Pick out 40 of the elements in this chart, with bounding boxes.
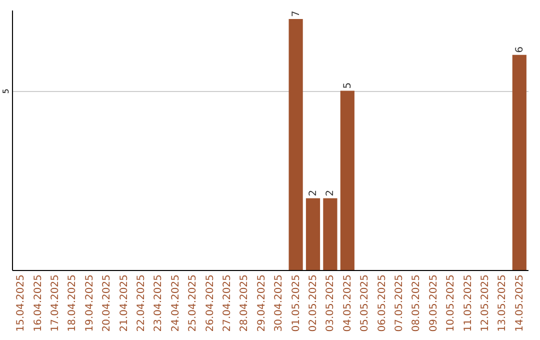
x-tick-label: 13.05.2025 [497, 274, 508, 332]
bar [288, 18, 303, 270]
bar [340, 90, 354, 270]
x-tick-label: 02.05.2025 [308, 274, 319, 332]
data-label: 2 [308, 190, 319, 196]
x-tick-label: 21.04.2025 [118, 274, 130, 332]
x-tick-label: 30.04.2025 [274, 274, 285, 332]
x-tick-label: 28.04.2025 [239, 274, 250, 332]
x-tick-label: 19.04.2025 [84, 274, 96, 332]
x-tick-label: 25.04.2025 [188, 274, 199, 332]
x-tick-label: 15.04.2025 [16, 274, 27, 332]
data-label: 2 [325, 190, 336, 196]
bar [512, 54, 526, 270]
x-tick-label: 09.05.2025 [428, 274, 440, 332]
x-tick-label: 08.05.2025 [411, 274, 422, 332]
x-tick-label: 14.05.2025 [514, 274, 526, 332]
x-tick-label: 16.04.2025 [32, 274, 44, 332]
x-tick-label: 04.05.2025 [342, 274, 354, 332]
x-tick-label: 20.04.2025 [102, 274, 113, 332]
x-tick-label: 24.04.2025 [170, 274, 182, 332]
x-tick-label: 27.04.2025 [222, 274, 233, 332]
data-label: 5 [342, 82, 354, 89]
x-tick-label: 07.05.2025 [394, 274, 405, 332]
x-tick-label: 22.04.2025 [136, 274, 147, 332]
x-tick-label: 29.04.2025 [256, 274, 268, 332]
x-tick-label: 10.05.2025 [446, 274, 457, 332]
x-tick-label: 17.04.2025 [50, 274, 61, 332]
x-tick-label: 01.05.2025 [290, 274, 302, 332]
data-label: 6 [514, 46, 526, 53]
x-tick-label: 23.04.2025 [153, 274, 164, 332]
data-label: 7 [290, 10, 302, 17]
x-tick-label: 11.05.2025 [462, 274, 474, 332]
x-tick-label: 26.04.2025 [204, 274, 216, 332]
bar [306, 198, 320, 270]
x-tick-label: 12.05.2025 [480, 274, 491, 332]
x-tick-label: 03.05.2025 [325, 274, 336, 332]
x-tick-label: 06.05.2025 [376, 274, 388, 332]
bar [323, 198, 338, 270]
x-tick-label: 05.05.2025 [360, 274, 371, 332]
x-tick-label: 18.04.2025 [67, 274, 78, 332]
